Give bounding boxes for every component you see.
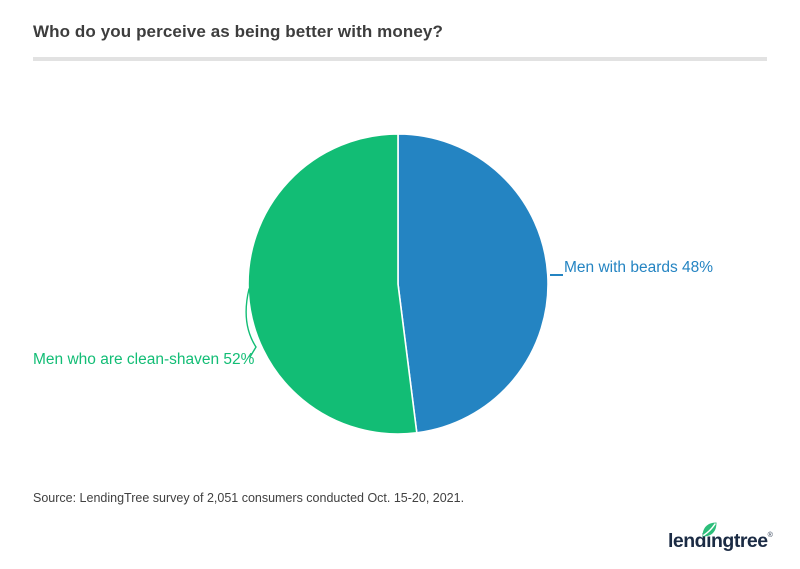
- pie-label-men-with-beards: Men with beards 48%: [564, 259, 714, 276]
- lendingtree-logo: lendıngtree®: [668, 522, 773, 560]
- pie-chart: [247, 133, 549, 435]
- leader-line-clean-shaven: [245, 288, 257, 358]
- leaf-icon: [702, 522, 717, 537]
- pie-slice-men-who-are-clean-shaven: [247, 133, 418, 435]
- pie-label-clean-shaven: Men who are clean-shaven 52%: [33, 351, 255, 368]
- logo-wordmark: lendıngtree: [668, 530, 768, 552]
- chart-title: Who do you perceive as being better with…: [33, 22, 443, 41]
- title-divider: [33, 57, 767, 61]
- pie-slice-men-with-beards: [397, 133, 549, 434]
- leader-line-beards: [550, 274, 563, 276]
- source-note: Source: LendingTree survey of 2,051 cons…: [33, 491, 465, 505]
- registered-mark: ®: [767, 532, 773, 539]
